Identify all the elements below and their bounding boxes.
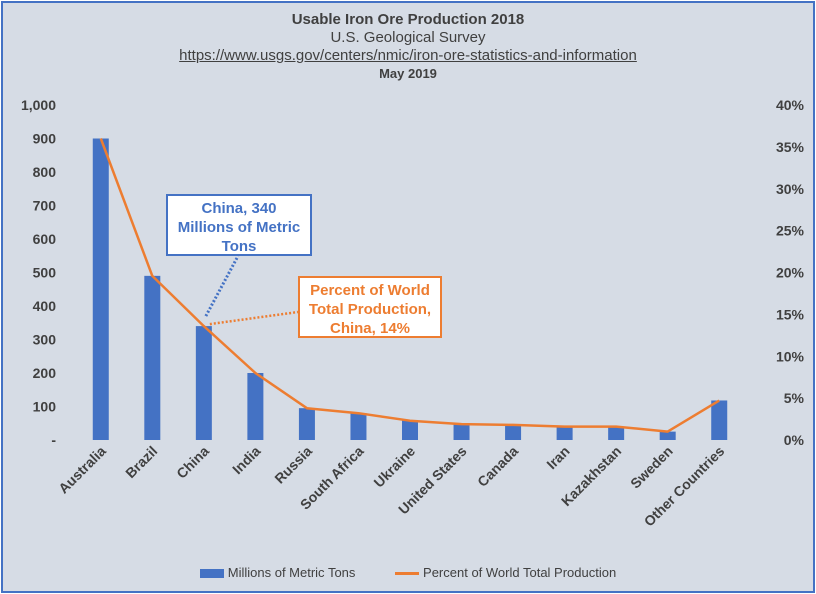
bar [144, 275, 161, 440]
percent-callout-leader [209, 310, 299, 326]
y-right-tick-label: 35% [776, 139, 805, 155]
y-left-tick-label: 700 [33, 198, 57, 214]
y-left-tick-label: 200 [33, 365, 57, 381]
bar [402, 420, 418, 440]
percent-series-line [99, 138, 720, 433]
chart-subtitle: U.S. Geological Survey [330, 29, 486, 46]
callout-line: Total Production, [308, 301, 432, 318]
y-right-tick-label: 25% [776, 223, 805, 239]
bar [92, 138, 109, 440]
y-left-tick-label: 600 [33, 231, 57, 247]
bar [298, 408, 315, 440]
china-tons-callout: China, 340 Millions of Metric Tons [166, 194, 312, 256]
bar [453, 423, 470, 440]
bar [247, 373, 264, 440]
y-left-tick-label: 400 [33, 298, 57, 314]
chart-titles: Usable Iron Ore Production 2018 U.S. Geo… [0, 10, 816, 83]
legend-label: Millions of Metric Tons [227, 565, 356, 581]
y-right-tick-label: 30% [776, 181, 805, 197]
y-left-tick-label: 800 [33, 164, 57, 180]
y-right-tick-label: 10% [776, 348, 805, 364]
y-left-tick-label: 500 [33, 265, 57, 281]
bar [608, 426, 625, 440]
callout-line: Millions of Metric [177, 219, 301, 236]
bar [711, 400, 728, 440]
y-left-tick-label: 100 [33, 399, 57, 415]
x-tick-label: Australia [55, 443, 109, 497]
y-right-tick-label: 40% [776, 97, 805, 113]
legend: Millions of Metric Tons Percent of World… [0, 564, 816, 580]
x-tick-label: Russia [271, 443, 315, 487]
y-left-tick-label: 900 [33, 131, 57, 147]
x-tick-label: Iran [543, 443, 572, 472]
bar [659, 431, 676, 440]
y-right-tick-label: 15% [776, 306, 805, 322]
x-tick-label: Ukraine [370, 443, 418, 491]
y-right-tick-label: 0% [784, 432, 805, 448]
x-tick-label: Sweden [627, 443, 676, 492]
y-left-tick-label: 1,000 [21, 97, 56, 113]
bar [350, 413, 367, 440]
y-right-tick-label: 5% [784, 390, 805, 406]
x-tick-label: Brazil [122, 443, 160, 481]
callout-line: Percent of World [310, 282, 430, 299]
tons-callout-leader [204, 255, 240, 317]
chart-title: Usable Iron Ore Production 2018 [291, 11, 525, 28]
x-tick-label: China [173, 443, 212, 482]
y-right-tick-label: 20% [776, 265, 805, 281]
legend-label: Percent of World Total Production [423, 565, 617, 581]
y-left-tick-label: 300 [33, 332, 57, 348]
legend-bar-swatch [199, 569, 224, 579]
legend-line-swatch [395, 572, 420, 576]
bar [505, 424, 522, 440]
callout-line: China, 340 [201, 200, 277, 217]
x-tick-label: Canada [474, 443, 521, 490]
legend-item-tons[interactable]: Millions of Metric Tons [199, 565, 356, 581]
china-percent-callout: Percent of World Total Production, China… [298, 276, 442, 338]
source-link[interactable]: https://www.usgs.gov/centers/nmic/iron-o… [179, 47, 637, 64]
bar [195, 326, 212, 440]
chart-date: May 2019 [379, 66, 437, 81]
legend-item-percent[interactable]: Percent of World Total Production [395, 565, 616, 580]
bar [556, 426, 573, 440]
x-tick-label: India [229, 443, 264, 478]
callout-line: Tons [221, 238, 257, 255]
y-left-tick-label: - [51, 432, 56, 448]
callout-line: China, 14% [329, 320, 411, 337]
